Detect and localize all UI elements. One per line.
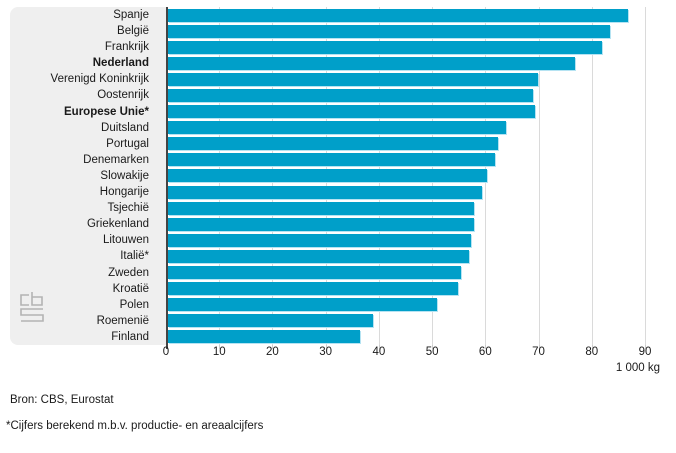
bar-frankrijk (168, 40, 602, 54)
bar-nederland (168, 56, 576, 70)
plot-area (166, 7, 660, 345)
bar-portugal (168, 137, 498, 151)
bar-roemeni (168, 314, 373, 328)
category-label-finland: Finland (111, 330, 149, 343)
tick-label-x-20: 20 (266, 346, 279, 358)
bar-griekenland (168, 217, 475, 231)
tick-label-x-70: 70 (532, 346, 545, 358)
tick-label-x-40: 40 (372, 346, 386, 358)
y-axis-line (166, 7, 168, 349)
bar-finland (168, 330, 360, 344)
tick-mark-x-40 (378, 345, 380, 349)
bar-hongarije (168, 185, 482, 199)
category-label-roemeni: Roemenië (96, 314, 149, 327)
bar-slowakije (168, 169, 488, 183)
category-label-kroati: Kroatië (112, 282, 149, 295)
bar-tsjechi (168, 201, 475, 215)
bar-denemarken (168, 153, 496, 167)
x-axis-unit-label: 1 000 kg (615, 362, 660, 374)
category-label-nederland: Nederland (92, 57, 149, 70)
footnote: *Cijfers berekend m.b.v. productie- en a… (6, 420, 264, 432)
tick-mark-x-20 (272, 345, 274, 349)
tick-mark-x-30 (325, 345, 327, 349)
tick-label-x-60: 60 (478, 346, 492, 358)
bar-belgi (168, 24, 610, 38)
bar-zweden (168, 266, 461, 280)
tick-label-x-30: 30 (319, 346, 333, 358)
tick-label-x-0: 0 (162, 346, 170, 358)
gridline-x-70 (538, 7, 540, 345)
category-label-frankrijk: Frankrijk (104, 41, 149, 54)
category-label-polen: Polen (119, 298, 149, 311)
category-label-itali: Italië* (120, 250, 149, 263)
category-label-belgi: België (117, 25, 149, 38)
category-label-slowakije: Slowakije (100, 169, 149, 182)
category-label-zweden: Zweden (108, 266, 149, 279)
bar-spanje (168, 8, 629, 22)
bar-polen (168, 298, 437, 312)
category-label-panel (10, 7, 166, 345)
tick-label-x-80: 80 (585, 346, 599, 358)
category-label-spanje: Spanje (113, 9, 149, 21)
category-label-duitsland: Duitsland (101, 121, 149, 134)
bar-europese-unie (168, 105, 536, 119)
tick-mark-x-80 (591, 345, 593, 349)
bar-oostenrijk (168, 88, 533, 102)
category-label-portugal: Portugal (106, 137, 149, 150)
source-note: Bron: CBS, Eurostat (10, 394, 114, 406)
tick-mark-x-90 (644, 345, 646, 349)
bar-kroati (168, 282, 459, 296)
category-label-oostenrijk: Oostenrijk (97, 89, 149, 102)
category-label-europese-unie: Europese Unie* (64, 105, 149, 118)
category-label-griekenland: Griekenland (86, 218, 149, 231)
tick-mark-x-60 (485, 345, 487, 349)
category-label-tsjechi: Tsjechië (107, 202, 149, 215)
gridline-x-80 (591, 7, 593, 345)
bar-verenigd-koninkrijk (168, 72, 538, 86)
tick-mark-x-70 (538, 345, 540, 349)
tick-mark-x-10 (219, 345, 221, 349)
tick-mark-x-50 (432, 345, 434, 349)
tick-label-x-90: 90 (638, 346, 652, 358)
bar-duitsland (168, 121, 506, 135)
tick-label-x-10: 10 (212, 346, 226, 358)
gridline-x-90 (644, 7, 646, 345)
tick-label-x-50: 50 (425, 346, 439, 358)
bar-litouwen (168, 233, 472, 247)
cbs-logo-icon (20, 292, 44, 322)
category-label-denemarken: Denemarken (83, 153, 149, 166)
category-label-litouwen: Litouwen (102, 234, 149, 247)
category-label-verenigd-koninkrijk: Verenigd Koninkrijk (50, 73, 149, 86)
category-label-hongarije: Hongarije (99, 186, 149, 199)
bar-itali (168, 249, 469, 263)
